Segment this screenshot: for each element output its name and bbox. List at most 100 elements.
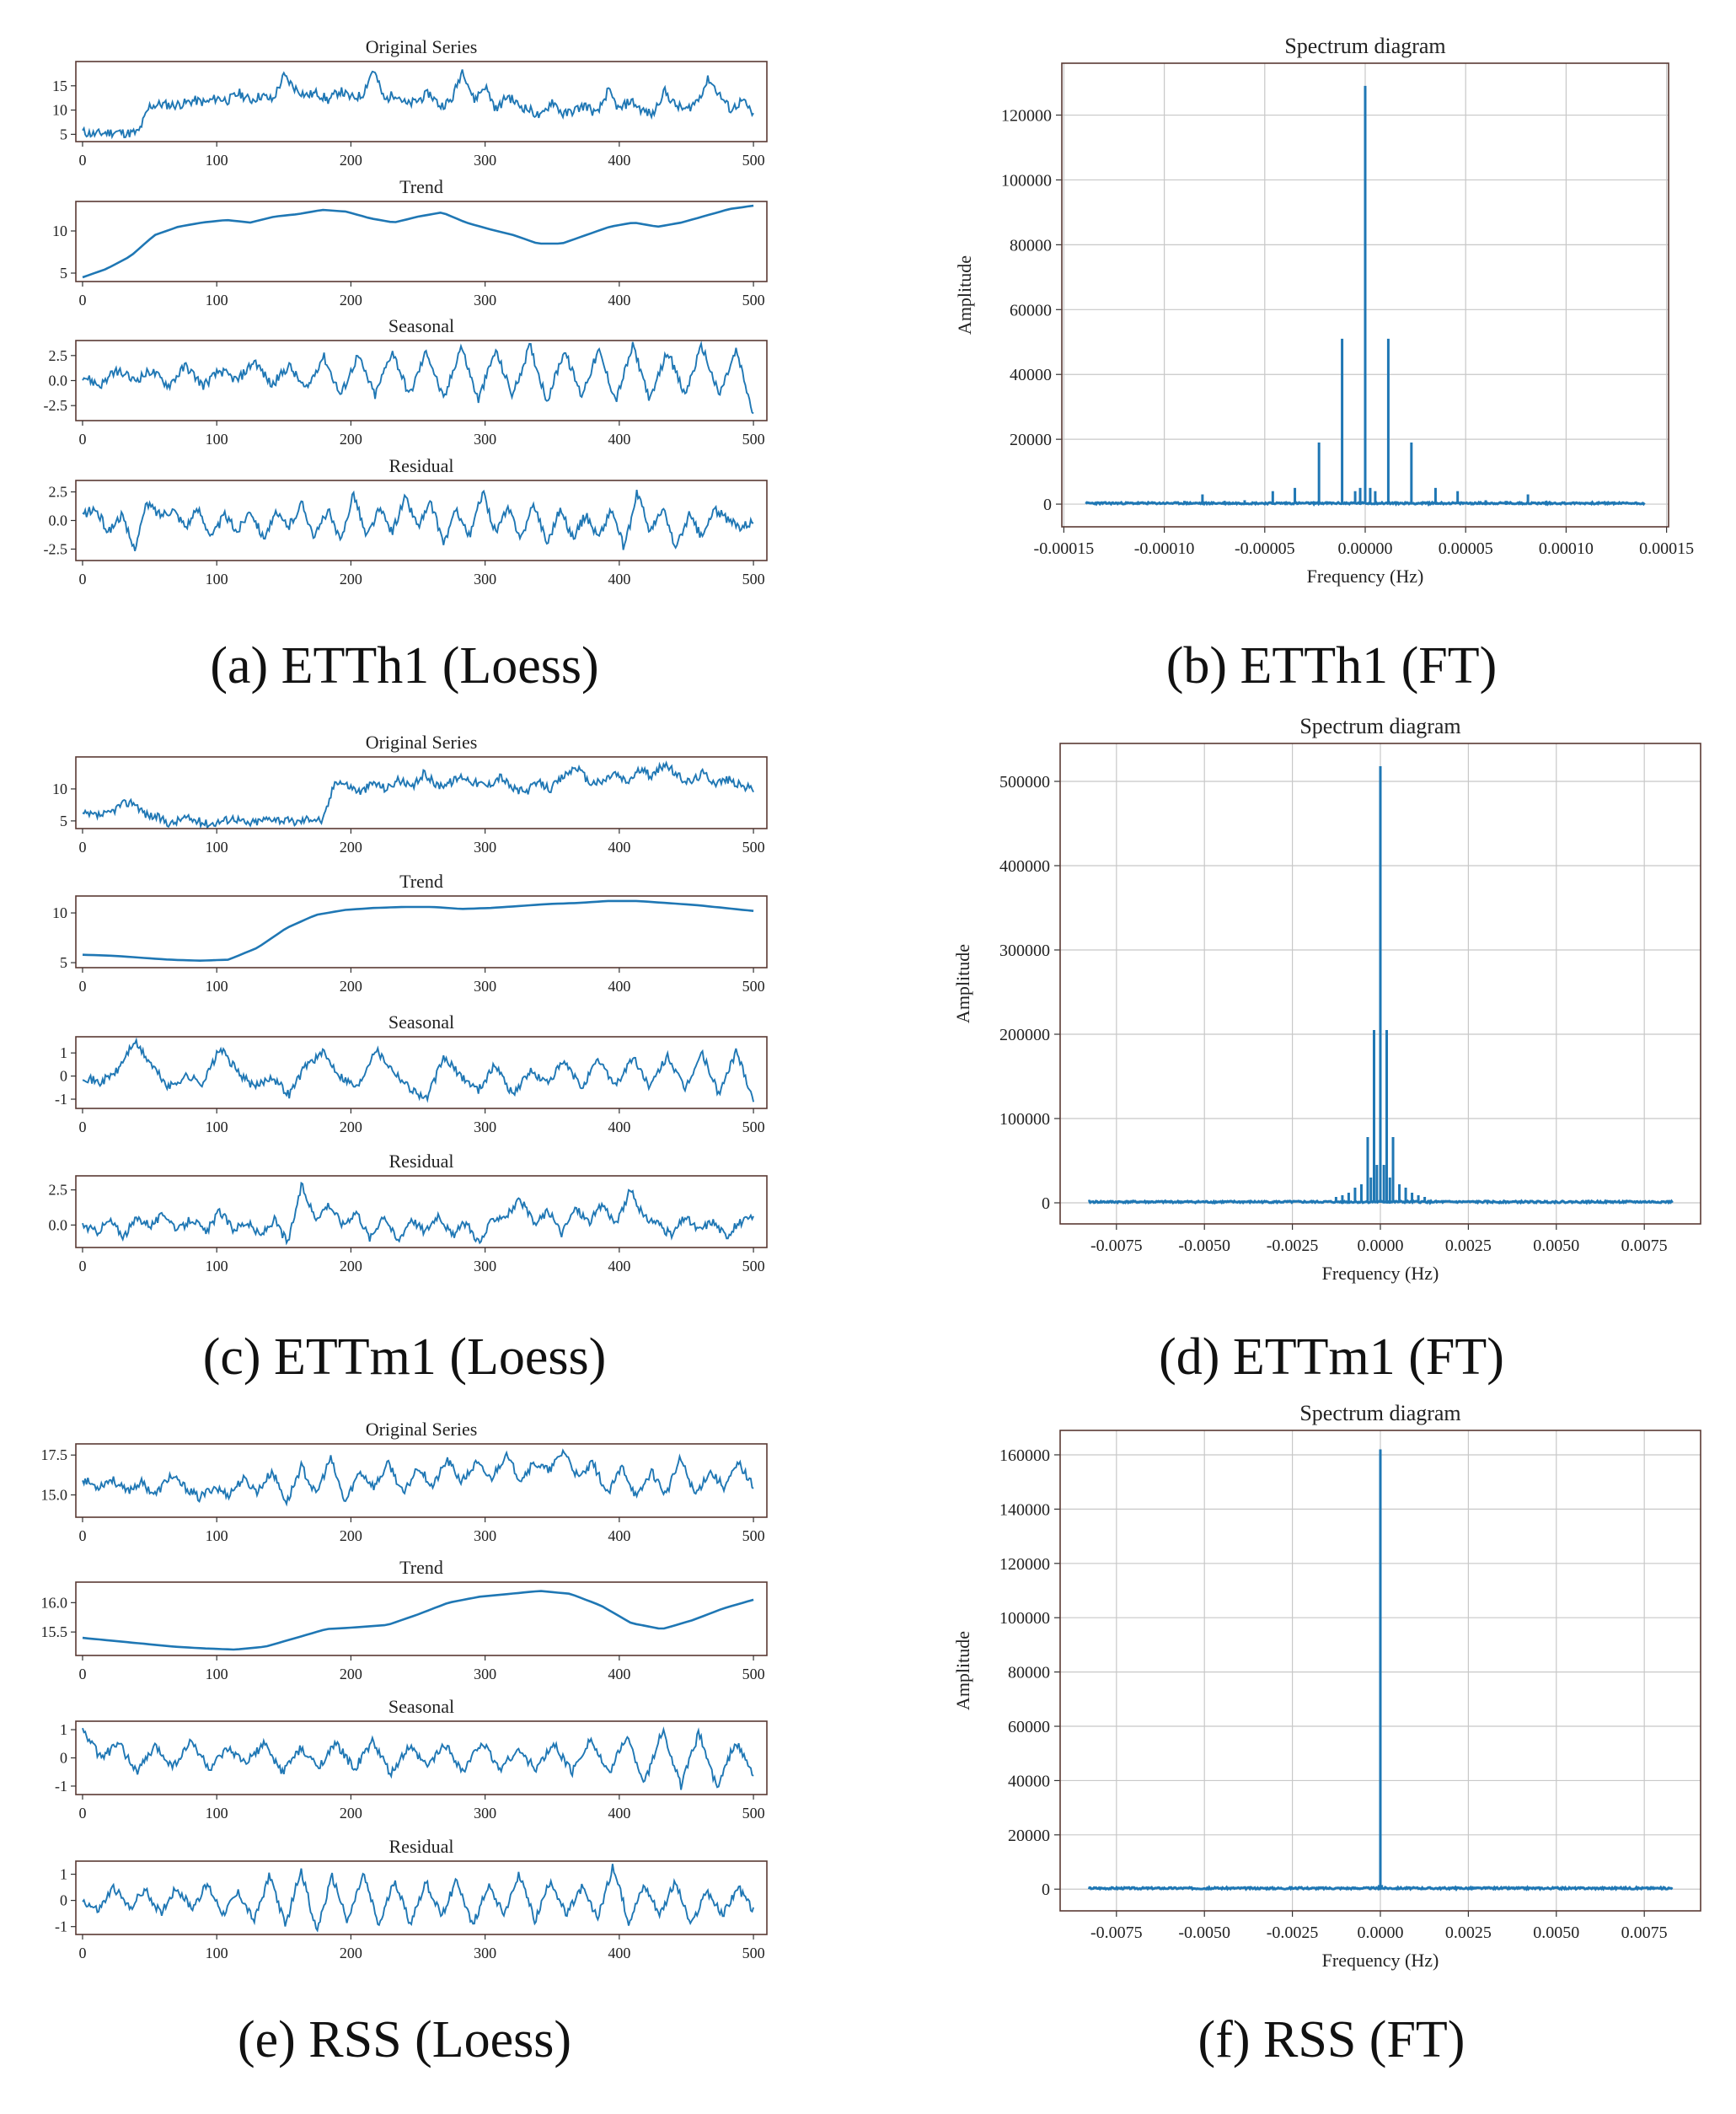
y-tick-label: 16.0: [41, 1594, 68, 1611]
y-tick-label: -2.5: [44, 397, 68, 414]
x-tick-label: 200: [340, 292, 362, 309]
x-tick-label: -0.0025: [1267, 1924, 1319, 1942]
y-tick-label: 100000: [1001, 171, 1052, 190]
y-tick-label: -1: [55, 1778, 67, 1795]
x-tick-label: 400: [608, 1666, 630, 1682]
x-tick-label: -0.0050: [1178, 1237, 1230, 1255]
x-tick-label: 0.0000: [1358, 1237, 1404, 1255]
panel-title: Seasonal: [388, 315, 454, 336]
y-tick-label: 20000: [1010, 431, 1052, 449]
y-axis-label: Amplitude: [952, 1631, 973, 1710]
y-tick-label: 0: [1043, 496, 1052, 514]
x-tick-label: 100: [206, 1945, 228, 1961]
x-tick-label: 300: [474, 1945, 496, 1961]
x-tick-label: 0.0075: [1621, 1924, 1668, 1942]
plot-frame: [1061, 62, 1669, 528]
panel-trend: Trend 16.0 15.5 0 100 200 300 400 500: [41, 1557, 768, 1682]
x-tick-label: 300: [474, 1258, 496, 1274]
x-tick-label: 0: [78, 1119, 86, 1135]
x-tick-label: 0: [78, 292, 86, 309]
x-tick-label: 100: [206, 839, 228, 856]
caption-e: (e) RSS (Loess): [237, 2011, 572, 2068]
y-tick-label: 160000: [999, 1446, 1050, 1465]
y-tick-label: 100000: [999, 1110, 1050, 1129]
x-tick-label: 500: [742, 1527, 765, 1544]
x-tick-label: 300: [474, 571, 496, 588]
x-tick-label: 300: [474, 1119, 496, 1135]
x-tick-label: 300: [474, 1805, 496, 1822]
panel-title: Original Series: [366, 36, 478, 57]
x-tick-label: 300: [474, 839, 496, 856]
series-line: [82, 899, 754, 963]
caption-d: (d) ETTm1 (FT): [1159, 1328, 1504, 1386]
y-tick-label: 140000: [999, 1500, 1050, 1519]
panel-original-series: Original Series 17.5 15.0 0 100 200 300 400 500: [41, 1419, 768, 1544]
y-tick-label: 40000: [1010, 366, 1052, 384]
x-tick-label: 500: [742, 1119, 765, 1135]
x-tick-label: 100: [206, 978, 228, 995]
y-tick-label: 80000: [1010, 236, 1052, 255]
caption-c: (c) ETTm1 (Loess): [202, 1328, 607, 1386]
series-line: [82, 1864, 755, 1933]
panel-title: Seasonal: [388, 1696, 454, 1717]
x-tick-label: 0.0050: [1533, 1237, 1579, 1255]
series-line: [82, 340, 754, 415]
x-tick-label: 100: [206, 152, 228, 169]
panel-residual: Residual 2.5 0.0 0 100 200 300 400 500: [49, 1151, 768, 1274]
y-tick-label: 2.5: [49, 347, 68, 364]
caption-a: (a) ETTh1 (Loess): [210, 637, 599, 695]
x-tick-label: 0.00005: [1439, 539, 1493, 558]
x-tick-label: 400: [608, 1527, 630, 1544]
x-tick-label: -0.0075: [1090, 1237, 1143, 1255]
chart-ettm1-ft: Spectrum diagram -0.0075 -0.0050 -0.0025 0.0…: [952, 714, 1701, 1284]
x-tick-label: 0.0050: [1533, 1924, 1579, 1942]
panel-frame: [75, 61, 768, 142]
y-tick-label: 0.0: [49, 1216, 68, 1233]
y-tick-label: -1: [55, 1091, 67, 1108]
y-tick-label: 60000: [1010, 301, 1052, 319]
x-axis-label: Frequency (Hz): [1322, 1263, 1439, 1284]
panel-title: Original Series: [366, 1419, 478, 1440]
caption-b: (b) ETTh1 (FT): [1165, 637, 1498, 695]
panel-residual: Residual 2.5 0.0 -2.5 0 100 200 300 400 500: [44, 455, 768, 588]
x-tick-label: 300: [474, 152, 496, 169]
x-tick-label: 300: [474, 1527, 496, 1544]
series-line: [82, 1037, 755, 1103]
y-tick-label: -2.5: [44, 540, 68, 557]
x-tick-label: 200: [340, 1119, 362, 1135]
x-tick-label: -0.00010: [1134, 539, 1195, 558]
x-tick-label: 100: [206, 1119, 228, 1135]
y-tick-label: -1: [55, 1918, 67, 1935]
y-tick-label: 17.5: [41, 1446, 68, 1463]
panel-original-series: Original Series 5 10 15 0 100 200 300 400 500: [52, 36, 768, 169]
x-tick-label: 500: [742, 152, 765, 169]
y-tick-label: 300000: [999, 942, 1050, 960]
y-tick-label: 1: [60, 1866, 67, 1883]
x-tick-label: 500: [742, 839, 765, 856]
caption-f: (f) RSS (FT): [1198, 2011, 1465, 2068]
y-axis-label: Amplitude: [952, 944, 973, 1023]
x-tick-label: 400: [608, 1258, 630, 1274]
x-axis-label: Frequency (Hz): [1307, 566, 1424, 587]
x-tick-label: 0: [78, 1666, 86, 1682]
x-tick-label: 0: [78, 1945, 86, 1961]
y-tick-label: 5: [60, 813, 67, 829]
y-tick-label: 0: [1042, 1194, 1050, 1213]
y-tick-label: 500000: [999, 773, 1050, 791]
x-tick-label: 100: [206, 571, 228, 588]
y-tick-label: 10: [52, 904, 67, 921]
y-axis-label: Amplitude: [954, 255, 975, 335]
y-tick-label: 0.0: [49, 373, 68, 389]
x-tick-label: -0.00005: [1235, 539, 1295, 558]
chart-title: Spectrum diagram: [1284, 34, 1445, 58]
x-tick-label: 0.0025: [1445, 1237, 1492, 1255]
x-tick-label: 400: [608, 1805, 630, 1822]
x-tick-label: 0: [78, 1805, 86, 1822]
x-tick-label: 100: [206, 1805, 228, 1822]
y-tick-label: 120000: [1001, 107, 1052, 126]
x-tick-label: 200: [340, 431, 362, 448]
